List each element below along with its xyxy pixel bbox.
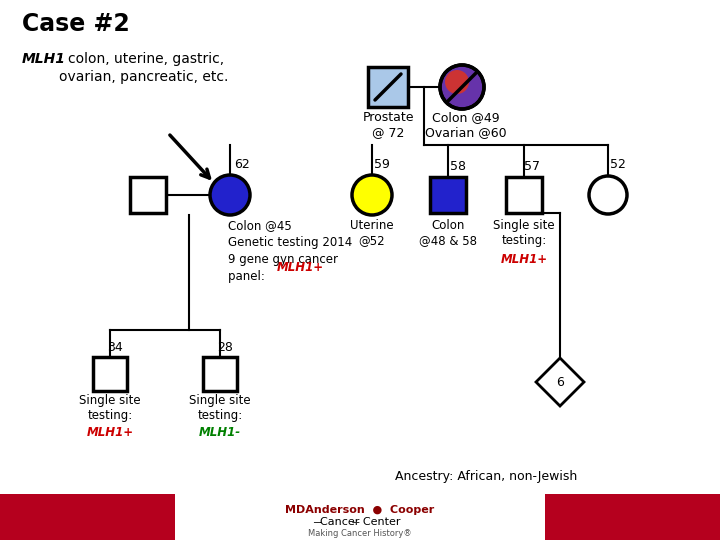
Text: 52: 52: [610, 158, 626, 171]
Bar: [0, 494, 175, 540]
Text: Prostate
@ 72: Prostate @ 72: [362, 111, 414, 139]
Text: MLH1: MLH1: [22, 52, 66, 66]
Bar: [430, 177, 466, 213]
Text: MLH1-: MLH1-: [199, 426, 241, 439]
Text: Colon
@48 & 58: Colon @48 & 58: [419, 219, 477, 247]
Text: Single site
testing:: Single site testing:: [493, 219, 555, 247]
Text: MLH1+: MLH1+: [86, 426, 134, 439]
Text: ̶Cancer̶ Center: ̶Cancer̶ Center: [320, 517, 400, 527]
Text: Single site
testing:: Single site testing:: [189, 394, 251, 422]
Bar: [506, 177, 542, 213]
Text: MDAnderson  ●  Cooper: MDAnderson ● Cooper: [285, 505, 435, 515]
Text: MLH1+: MLH1+: [500, 253, 548, 266]
Text: MLH1+: MLH1+: [277, 261, 324, 274]
Text: Uterine
@52: Uterine @52: [350, 219, 394, 247]
Text: 59: 59: [374, 158, 390, 171]
Text: Case #2: Case #2: [22, 12, 130, 36]
Bar: [175, 494, 545, 540]
Text: 62: 62: [234, 158, 250, 171]
Text: : colon, uterine, gastric,
ovarian, pancreatic, etc.: : colon, uterine, gastric, ovarian, panc…: [59, 52, 228, 84]
Text: Single site
testing:: Single site testing:: [79, 394, 141, 422]
Bar: [203, 357, 237, 391]
Text: 28: 28: [217, 341, 233, 354]
Text: Colon @45
Genetic testing 2014
9 gene gyn cancer
panel:: Colon @45 Genetic testing 2014 9 gene gy…: [228, 219, 352, 283]
Circle shape: [352, 175, 392, 215]
Text: 6: 6: [556, 375, 564, 388]
Text: Ancestry: African, non-Jewish: Ancestry: African, non-Jewish: [395, 470, 577, 483]
Bar: [368, 67, 408, 107]
Circle shape: [440, 65, 484, 109]
Text: 58: 58: [450, 160, 466, 173]
Bar: [130, 177, 166, 213]
Circle shape: [445, 70, 469, 94]
Bar: [545, 494, 720, 540]
Text: 34: 34: [107, 341, 123, 354]
Text: Colon @49
Ovarian @60: Colon @49 Ovarian @60: [426, 111, 507, 139]
Polygon shape: [536, 358, 584, 406]
Bar: [93, 357, 127, 391]
Text: 57: 57: [524, 160, 540, 173]
Text: Making Cancer History®: Making Cancer History®: [308, 529, 412, 537]
Circle shape: [589, 176, 627, 214]
Circle shape: [210, 175, 250, 215]
